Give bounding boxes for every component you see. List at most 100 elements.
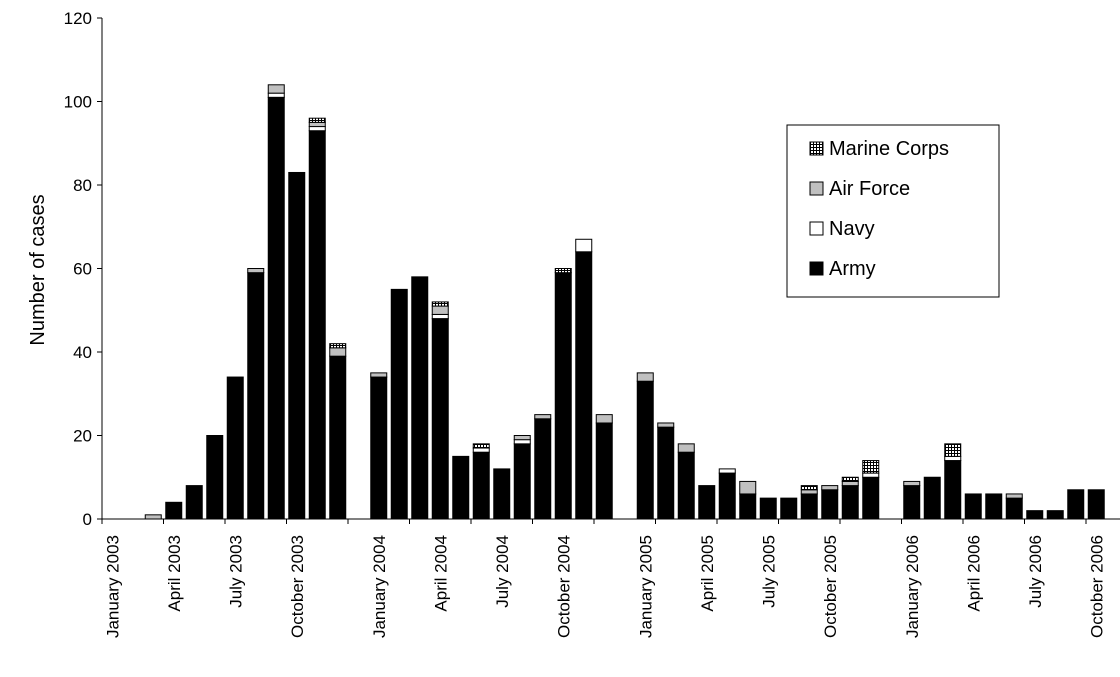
legend-swatch-army	[809, 261, 824, 276]
bar-air-force	[267, 84, 285, 94]
bar-army	[821, 489, 839, 520]
bar-army	[308, 130, 326, 520]
x-tick-label: April 2006	[964, 535, 983, 612]
bar-army	[165, 501, 183, 520]
y-tick-label: 20	[73, 427, 92, 446]
bar-marine-corps	[554, 268, 572, 274]
bar-navy	[267, 92, 285, 98]
bar-army	[575, 251, 593, 520]
bar-army	[452, 455, 470, 520]
bar-marine-corps	[329, 343, 347, 349]
x-tick-label: April 2003	[165, 535, 184, 612]
x-tick-label: January 2003	[103, 535, 122, 638]
legend-label: Navy	[829, 218, 875, 240]
bar-army	[862, 476, 880, 520]
bar-navy	[431, 313, 449, 320]
bar-army	[780, 497, 798, 520]
bar-army	[1005, 497, 1023, 520]
bar-army	[390, 288, 408, 520]
bar-army	[739, 493, 757, 520]
y-tick-label: 60	[73, 260, 92, 279]
x-tick-label: July 2006	[1026, 535, 1045, 608]
x-tick-label: October 2003	[288, 535, 307, 638]
legend-label: Air Force	[829, 178, 910, 200]
x-tick-label: July 2004	[493, 535, 512, 608]
bar-army	[206, 435, 224, 520]
bar-army	[534, 418, 552, 520]
legend-label: Marine Corps	[829, 138, 949, 160]
bar-army	[1026, 510, 1044, 520]
y-tick-label: 80	[73, 176, 92, 195]
bar-air-force	[513, 435, 531, 441]
bar-army	[226, 376, 244, 520]
bar-air-force	[144, 514, 162, 520]
bar-army	[718, 472, 736, 520]
x-tick-label: January 2005	[636, 535, 655, 638]
bar-army	[698, 485, 716, 520]
bar-army	[370, 376, 388, 520]
bar-air-force	[800, 489, 818, 495]
bar-army	[903, 485, 921, 520]
bar-air-force	[739, 480, 757, 495]
bar-navy	[862, 472, 880, 478]
y-tick-label: 0	[83, 510, 92, 529]
legend-swatch-marine-corps	[809, 141, 824, 156]
bar-army	[267, 96, 285, 520]
bar-air-force	[370, 372, 388, 378]
bar-air-force	[903, 480, 921, 487]
x-tick-label: January 2006	[903, 535, 922, 638]
y-tick-label: 120	[64, 9, 92, 28]
bar-marine-corps	[472, 443, 490, 449]
bar-navy	[472, 447, 490, 453]
bar-marine-corps	[431, 301, 449, 307]
bar-air-force	[821, 485, 839, 491]
bar-army	[1087, 489, 1105, 520]
bar-marine-corps	[308, 117, 326, 123]
y-axis-label: Number of cases	[27, 194, 49, 345]
bar-army	[513, 443, 531, 520]
y-tick-label: 100	[64, 93, 92, 112]
bar-army	[472, 451, 490, 520]
bar-army	[636, 380, 654, 520]
legend-swatch-navy	[809, 221, 824, 236]
bar-air-force	[677, 443, 695, 453]
bar-air-force	[431, 305, 449, 315]
bar-navy	[308, 126, 326, 132]
bar-army	[1067, 489, 1085, 520]
bar-air-force	[534, 414, 552, 420]
bar-army	[985, 493, 1003, 520]
bar-army	[759, 497, 777, 520]
bar-army	[554, 272, 572, 520]
bar-army	[923, 476, 941, 520]
legend-label: Army	[829, 258, 876, 280]
bar-army	[329, 355, 347, 520]
bar-army	[288, 171, 306, 520]
bar-air-force	[308, 121, 326, 128]
bar-navy	[718, 468, 736, 474]
bar-navy	[575, 238, 593, 253]
bar-air-force	[595, 414, 613, 424]
x-tick-label: October 2006	[1087, 535, 1106, 638]
bar-army	[1046, 510, 1064, 520]
bar-navy	[513, 439, 531, 445]
bar-air-force	[1005, 493, 1023, 499]
bar-marine-corps	[862, 460, 880, 474]
y-tick-label: 40	[73, 343, 92, 362]
bar-army	[493, 468, 511, 520]
x-tick-label: April 2005	[698, 535, 717, 612]
x-tick-label: April 2004	[431, 535, 450, 612]
bar-marine-corps	[944, 443, 962, 457]
legend-swatch-air-force	[809, 181, 824, 196]
bar-army	[800, 493, 818, 520]
bar-air-force	[247, 268, 265, 274]
x-tick-label: July 2003	[226, 535, 245, 608]
bar-army	[431, 318, 449, 520]
x-tick-label: January 2004	[370, 535, 389, 638]
bar-army	[964, 493, 982, 520]
bar-army	[677, 451, 695, 520]
x-tick-label: July 2005	[759, 535, 778, 608]
bar-navy	[944, 455, 962, 462]
bar-army	[841, 485, 859, 520]
